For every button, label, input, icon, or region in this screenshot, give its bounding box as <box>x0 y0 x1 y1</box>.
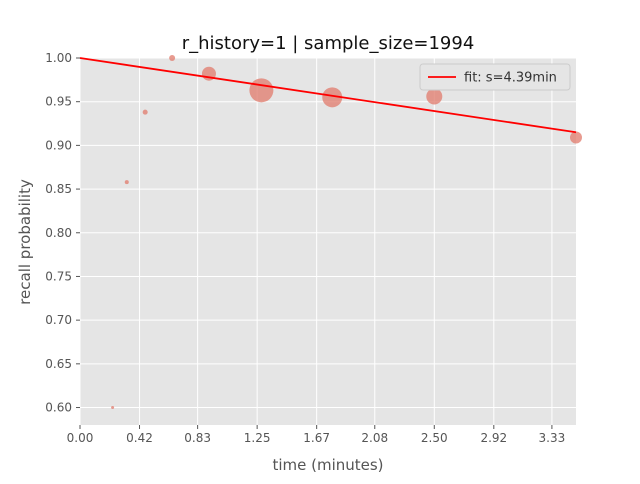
fit-line <box>79 57 577 134</box>
y-tick-label: 0.90 <box>45 138 72 152</box>
data-point <box>142 109 148 115</box>
x-tick-label: 3.33 <box>539 431 566 445</box>
y-axis-label: recall probability <box>16 179 34 305</box>
y-tick-label: 0.95 <box>45 95 72 109</box>
y-tick-label: 0.65 <box>45 357 72 371</box>
legend-box <box>419 63 571 91</box>
y-tick-label: 0.85 <box>45 182 72 196</box>
fit-line-layer <box>79 57 577 134</box>
plot-area <box>80 58 576 425</box>
data-point <box>249 78 274 103</box>
x-tick-label: 1.25 <box>244 431 271 445</box>
x-tick-label: 0.42 <box>126 431 153 445</box>
y-tick-label: 0.75 <box>45 269 72 283</box>
x-tick-label: 1.67 <box>303 431 330 445</box>
x-tick-label: 2.08 <box>361 431 388 445</box>
data-point <box>426 88 443 105</box>
chart-title: r_history=1 | sample_size=1994 <box>182 33 475 54</box>
data-point <box>169 55 176 61</box>
x-axis-label: time (minutes) <box>272 456 383 474</box>
x-tick-label: 2.50 <box>421 431 448 445</box>
y-tick-label: 0.80 <box>45 226 72 240</box>
y-tick-label: 0.70 <box>45 313 72 327</box>
axis-ticks: 0.00 0.42 0.83 1.25 1.67 2.08 2.50 2.92 3.33 0.60… <box>45 51 565 445</box>
data-point <box>111 406 115 410</box>
data-point <box>570 131 582 144</box>
x-tick-label: 0.83 <box>184 431 211 445</box>
data-point <box>124 180 129 185</box>
x-tick-label: 2.92 <box>480 431 507 445</box>
legend-label: fit: s=4.39min <box>464 71 557 86</box>
y-tick-label: 0.60 <box>45 401 72 415</box>
data-point <box>322 87 343 108</box>
y-tick-label: 1.00 <box>45 51 72 65</box>
legend: fit: s=4.39min <box>419 63 571 91</box>
x-tick-label: 0.00 <box>67 431 94 445</box>
